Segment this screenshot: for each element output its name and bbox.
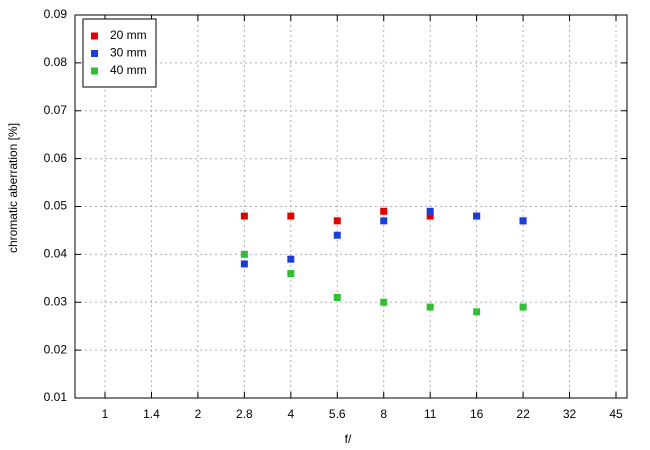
point <box>519 217 527 225</box>
x-tick-label: 2.8 <box>236 407 253 421</box>
x-tick-label: 8 <box>380 407 387 421</box>
legend-swatch <box>91 67 98 75</box>
x-tick-label: 11 <box>424 407 437 421</box>
point <box>473 212 481 220</box>
point <box>240 260 248 268</box>
point <box>426 303 434 311</box>
legend-label: 30 mm <box>110 46 147 60</box>
legend-swatch <box>91 50 98 57</box>
y-axis-label: chromatic aberration [%] <box>6 123 20 253</box>
point <box>287 270 295 278</box>
point <box>380 207 388 215</box>
x-axis-label: f/ <box>345 432 352 446</box>
y-tick-label: 0.02 <box>44 342 68 356</box>
point <box>519 303 527 311</box>
y-tick-label: 0.08 <box>44 55 68 69</box>
x-tick-label: 5.6 <box>329 407 346 421</box>
x-tick-label: 1 <box>102 407 109 421</box>
x-tick-label: 2 <box>195 407 202 421</box>
point <box>473 308 481 316</box>
y-tick-label: 0.09 <box>44 7 68 21</box>
point <box>426 212 434 220</box>
point <box>240 212 248 220</box>
point <box>380 298 388 306</box>
y-tick-label: 0.03 <box>44 294 68 308</box>
x-tick-label: 1.4 <box>143 407 160 421</box>
point <box>240 250 248 258</box>
y-tick-label: 0.07 <box>44 103 68 117</box>
x-tick-label: 16 <box>470 407 484 421</box>
y-tick-label: 0.01 <box>44 390 68 404</box>
x-tick-label: 4 <box>287 407 294 421</box>
point <box>333 231 341 239</box>
y-tick-label: 0.04 <box>44 247 68 261</box>
y-tick-label: 0.05 <box>44 199 68 213</box>
legend-label: 20 mm <box>110 28 147 42</box>
x-tick-label: 45 <box>609 407 623 421</box>
x-tick-label: 22 <box>516 407 530 421</box>
plot-frame <box>74 14 628 399</box>
y-tick-label: 0.06 <box>44 151 68 165</box>
point <box>426 207 434 215</box>
x-tick-label: 32 <box>563 407 577 421</box>
legend-swatch <box>91 32 98 40</box>
point <box>287 255 295 263</box>
point <box>333 217 341 225</box>
point <box>380 217 388 225</box>
point <box>333 293 341 301</box>
legend-label: 40 mm <box>110 63 147 77</box>
point <box>287 212 295 220</box>
